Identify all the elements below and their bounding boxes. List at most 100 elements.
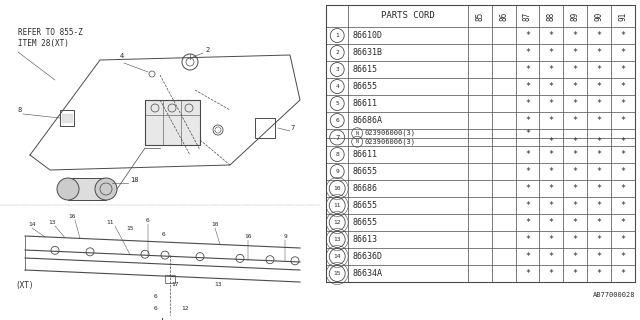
Text: 86655: 86655 (352, 218, 377, 227)
Text: *: * (596, 137, 602, 146)
Text: 8: 8 (17, 107, 21, 113)
Text: N: N (356, 131, 358, 136)
Text: 10: 10 (211, 222, 219, 228)
Text: *: * (573, 218, 578, 227)
Text: 86655: 86655 (352, 167, 377, 176)
Text: *: * (573, 116, 578, 125)
Text: *: * (573, 201, 578, 210)
Circle shape (141, 250, 149, 258)
Text: *: * (525, 48, 530, 57)
Circle shape (266, 256, 274, 264)
Text: *: * (621, 235, 625, 244)
Bar (145, 100, 200, 145)
Text: 86615: 86615 (352, 65, 377, 74)
Text: *: * (549, 137, 554, 146)
Text: *: * (573, 150, 578, 159)
Text: *: * (549, 48, 554, 57)
Text: 6: 6 (153, 306, 157, 310)
Circle shape (86, 248, 94, 256)
Text: 9: 9 (283, 235, 287, 239)
Text: 86634A: 86634A (352, 269, 382, 278)
Text: *: * (621, 48, 625, 57)
Text: 15: 15 (126, 226, 134, 230)
Circle shape (95, 178, 117, 200)
Text: *: * (621, 150, 625, 159)
Text: *: * (596, 150, 602, 159)
Text: *: * (621, 31, 625, 40)
Text: *: * (596, 82, 602, 91)
Text: 86: 86 (499, 12, 508, 20)
Text: 89: 89 (571, 12, 580, 20)
Text: *: * (525, 184, 530, 193)
Text: 023906000(3): 023906000(3) (364, 130, 415, 137)
Text: *: * (525, 99, 530, 108)
Text: 11: 11 (333, 203, 341, 208)
Text: 90: 90 (595, 12, 604, 20)
Text: *: * (525, 167, 530, 176)
Text: *: * (596, 252, 602, 261)
Text: 12: 12 (333, 220, 341, 225)
Text: *: * (525, 269, 530, 278)
Text: *: * (549, 184, 554, 193)
Text: 2: 2 (205, 47, 209, 53)
Text: *: * (621, 82, 625, 91)
Text: 6: 6 (161, 233, 165, 237)
Circle shape (57, 178, 79, 200)
Text: 13: 13 (333, 237, 341, 242)
Text: 87: 87 (523, 12, 532, 20)
Text: 11: 11 (106, 220, 114, 225)
Circle shape (196, 252, 204, 260)
Text: *: * (573, 235, 578, 244)
Text: 86686A: 86686A (352, 116, 382, 125)
Text: *: * (525, 116, 530, 125)
Text: PARTS CORD: PARTS CORD (381, 12, 435, 20)
Bar (60, 110, 74, 126)
Text: 86655: 86655 (352, 201, 377, 210)
Text: 12: 12 (181, 306, 189, 310)
Text: *: * (596, 201, 602, 210)
Text: 6: 6 (146, 218, 150, 222)
Text: 14: 14 (28, 222, 36, 228)
Text: *: * (573, 137, 578, 146)
Text: 86686: 86686 (352, 184, 377, 193)
Text: 86611: 86611 (352, 99, 377, 108)
Text: *: * (573, 252, 578, 261)
Text: *: * (525, 150, 530, 159)
Bar (326, 5, 635, 282)
Text: *: * (573, 167, 578, 176)
Text: 17: 17 (172, 283, 179, 287)
Text: *: * (596, 269, 602, 278)
Text: *: * (621, 269, 625, 278)
Text: 4: 4 (335, 84, 339, 89)
Text: *: * (621, 167, 625, 176)
Text: *: * (573, 48, 578, 57)
Text: 13: 13 (48, 220, 56, 225)
Text: *: * (549, 252, 554, 261)
Text: 16: 16 (68, 213, 76, 219)
Text: *: * (525, 129, 530, 138)
Text: *: * (596, 65, 602, 74)
Text: *: * (525, 252, 530, 261)
Text: *: * (596, 235, 602, 244)
Text: *: * (573, 31, 578, 40)
Text: *: * (596, 31, 602, 40)
Text: AB77000028: AB77000028 (593, 292, 635, 298)
Text: *: * (596, 218, 602, 227)
Circle shape (236, 254, 244, 262)
Text: 86631B: 86631B (352, 48, 382, 57)
Text: *: * (621, 65, 625, 74)
Text: (XT): (XT) (15, 281, 33, 290)
Text: 8: 8 (335, 152, 339, 157)
Text: *: * (549, 235, 554, 244)
Text: 85: 85 (475, 12, 484, 20)
Text: 14: 14 (333, 254, 341, 259)
Text: *: * (573, 184, 578, 193)
Text: 7: 7 (290, 125, 294, 131)
Text: 10: 10 (333, 186, 341, 191)
Text: *: * (596, 48, 602, 57)
Text: *: * (621, 137, 625, 146)
Text: *: * (596, 167, 602, 176)
Text: *: * (549, 82, 554, 91)
Text: *: * (621, 218, 625, 227)
Text: ITEM 28(XT): ITEM 28(XT) (18, 39, 69, 48)
